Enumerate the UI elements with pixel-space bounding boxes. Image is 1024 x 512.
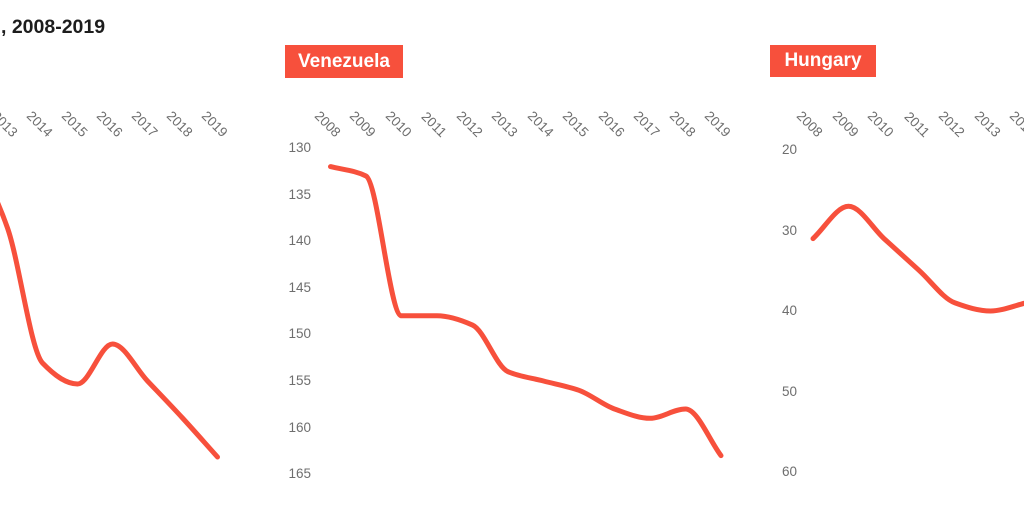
y-tick-label-venezuela: 140 (288, 233, 311, 249)
y-tick-label-hungary: 30 (781, 222, 797, 238)
x-tick-label-hungary: 2014 (1006, 108, 1024, 140)
trend-line-left-clipped (0, 201, 220, 460)
country-badge-venezuela: Venezuela (285, 45, 403, 78)
x-tick-label-left-clipped: 2019 (198, 108, 231, 140)
y-tick-label-venezuela: 130 (288, 140, 311, 155)
x-tick-label-venezuela: 2018 (666, 108, 699, 140)
y-tick-label-venezuela: 145 (288, 279, 311, 295)
x-tick-label-venezuela: 2014 (524, 108, 557, 140)
y-tick-label-venezuela: 160 (288, 419, 311, 435)
x-tick-label-venezuela: 2009 (346, 108, 379, 140)
y-tick-label-venezuela: 165 (288, 466, 311, 482)
x-tick-label-left-clipped: 2014 (23, 108, 56, 140)
x-tick-label-hungary: 2010 (864, 108, 897, 140)
x-tick-label-left-clipped: 2018 (163, 108, 196, 140)
x-tick-label-venezuela: 2011 (418, 108, 450, 140)
x-tick-label-venezuela: 2013 (488, 108, 521, 140)
x-tick-label-venezuela: 2008 (311, 108, 344, 140)
x-tick-label-hungary: 2008 (793, 108, 826, 140)
trend-line-hungary (810, 203, 1024, 314)
x-tick-label-left-clipped: 2013 (0, 108, 21, 140)
x-tick-label-hungary: 2011 (900, 108, 933, 140)
x-tick-label-left-clipped: 2015 (58, 108, 91, 140)
x-tick-label-hungary: 2012 (935, 108, 968, 140)
y-tick-label-venezuela: 135 (288, 186, 311, 202)
x-tick-label-venezuela: 2019 (701, 108, 734, 140)
y-tick-label-hungary: 50 (781, 383, 797, 399)
y-tick-label-venezuela: 155 (288, 373, 311, 388)
trend-line-venezuela (328, 164, 724, 459)
x-tick-label-hungary: 2009 (829, 108, 862, 140)
x-tick-label-hungary: 2013 (971, 108, 1004, 140)
x-tick-label-venezuela: 2017 (630, 108, 663, 140)
x-tick-label-venezuela: 2015 (559, 108, 592, 140)
y-tick-label-venezuela: 150 (288, 326, 311, 342)
x-tick-label-venezuela: 2012 (453, 108, 486, 140)
country-badge-hungary: Hungary (770, 45, 876, 77)
x-tick-label-venezuela: 2010 (382, 108, 415, 140)
x-tick-label-venezuela: 2016 (595, 108, 628, 140)
x-tick-label-left-clipped: 2017 (128, 108, 161, 140)
x-tick-label-left-clipped: 2016 (93, 108, 126, 140)
y-tick-label-hungary: 20 (781, 142, 797, 157)
y-tick-label-hungary: 60 (781, 464, 797, 479)
y-tick-label-hungary: 40 (781, 303, 797, 318)
page-title: , 2008-2019 (1, 16, 106, 38)
